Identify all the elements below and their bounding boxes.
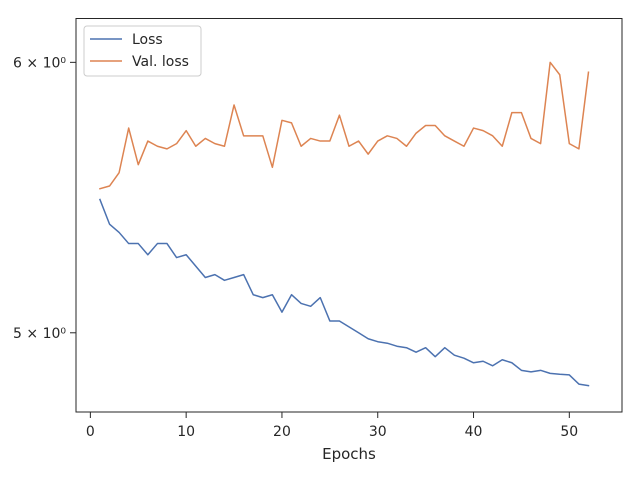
y-axis: 5 × 10⁰ 6 × 10⁰	[13, 55, 76, 342]
legend-label-loss: Loss	[132, 32, 163, 48]
x-tick-label: 0	[86, 424, 95, 440]
legend-label-val-loss: Val. loss	[132, 54, 189, 70]
series-line-val-loss	[99, 61, 590, 190]
y-tick-label: 6 × 10⁰	[13, 55, 66, 71]
x-tick-label: 30	[369, 424, 387, 440]
x-axis-label: Epochs	[322, 445, 376, 463]
series-line-loss	[98, 198, 590, 387]
x-axis: 0 10 20 30 40 50	[86, 412, 578, 440]
x-tick-label: 50	[560, 424, 578, 440]
plot-area	[75, 18, 623, 413]
legend: Loss Val. loss	[83, 25, 202, 77]
x-tick-label: 40	[465, 424, 483, 440]
x-tick-label: 10	[177, 424, 195, 440]
y-tick-label: 5 × 10⁰	[13, 326, 66, 342]
x-tick-label: 20	[273, 424, 291, 440]
series-layer	[98, 61, 590, 387]
